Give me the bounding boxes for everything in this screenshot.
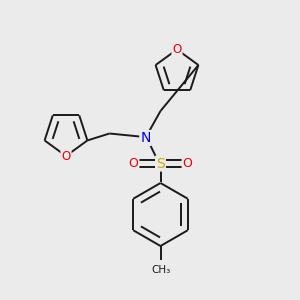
Text: O: O <box>183 157 192 170</box>
Text: O: O <box>61 149 70 163</box>
Text: O: O <box>172 43 182 56</box>
Text: O: O <box>129 157 138 170</box>
Text: N: N <box>140 131 151 145</box>
Text: CH₃: CH₃ <box>151 265 170 275</box>
Text: S: S <box>156 157 165 170</box>
